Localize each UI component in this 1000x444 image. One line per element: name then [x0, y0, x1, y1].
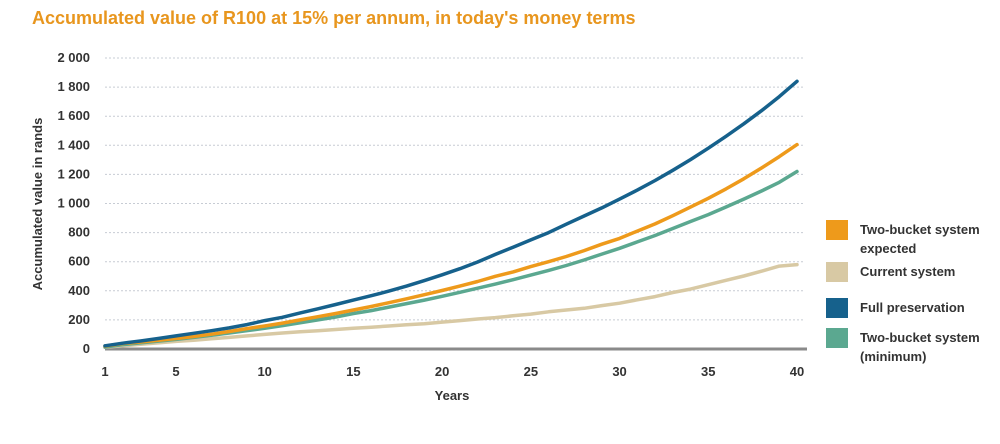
y-tick-label: 1 400: [57, 137, 90, 152]
y-tick-label: 1 600: [57, 108, 90, 123]
y-tick-label: 0: [83, 341, 90, 356]
y-axis-label: Accumulated value in rands: [30, 118, 45, 291]
legend-item-two-bucket-minimum: Two-bucket system (minimum): [826, 328, 990, 366]
y-tick-label: 200: [68, 312, 90, 327]
x-tick-label: 40: [790, 364, 804, 379]
x-tick-label: 5: [172, 364, 179, 379]
y-tick-label: 2 000: [57, 50, 90, 65]
legend-swatch: [826, 298, 848, 318]
y-axis-ticks: 2 000 1 800 1 600 1 400 1 200 1 000 800 600 400 2…: [57, 50, 90, 356]
legend-label: Two-bucket system expected: [860, 222, 980, 256]
x-tick-label: 20: [435, 364, 449, 379]
x-tick-label: 10: [257, 364, 271, 379]
legend-label: Two-bucket system (minimum): [860, 330, 980, 364]
x-tick-label: 1: [101, 364, 108, 379]
legend-label: Full preservation: [860, 300, 965, 315]
y-tick-label: 1 800: [57, 79, 90, 94]
x-tick-label: 25: [524, 364, 538, 379]
series-line-two-bucket-system-expected: [103, 142, 799, 348]
legend-item-two-bucket-expected: Two-bucket system expected: [826, 220, 990, 258]
y-tick-label: 800: [68, 225, 90, 240]
legend-item-current-system: Current system: [826, 262, 990, 282]
x-tick-label: 30: [612, 364, 626, 379]
legend-item-full-preservation: Full preservation: [826, 298, 990, 318]
gridlines: [105, 57, 805, 321]
x-tick-label: 15: [346, 364, 360, 379]
x-axis-label: Years: [435, 388, 470, 403]
legend-label: Current system: [860, 264, 956, 279]
x-axis-ticks: 1 5 10 15 20 25 30 35 40: [101, 364, 804, 379]
chart-title: Accumulated value of R100 at 15% per ann…: [32, 8, 636, 28]
y-tick-label: 400: [68, 283, 90, 298]
series-line-current-system: [103, 262, 799, 350]
y-tick-label: 1 000: [57, 196, 90, 211]
x-tick-label: 35: [701, 364, 715, 379]
y-tick-label: 600: [68, 254, 90, 269]
legend-swatch: [826, 220, 848, 240]
series-lines: [103, 79, 799, 350]
legend-swatch: [826, 262, 848, 282]
series-line-full-preservation: [103, 79, 799, 348]
y-tick-label: 1 200: [57, 166, 90, 181]
legend-swatch: [826, 328, 848, 348]
